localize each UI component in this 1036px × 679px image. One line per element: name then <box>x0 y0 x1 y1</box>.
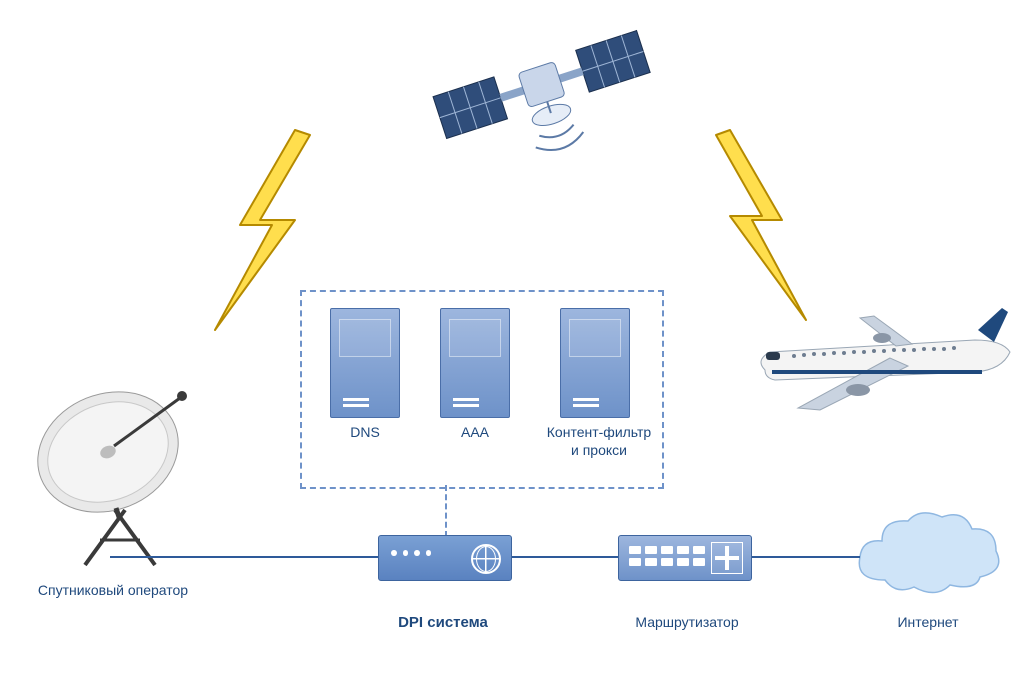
dish-icon <box>30 380 210 570</box>
link-router-to-cloud <box>750 556 860 558</box>
airplane-icon <box>750 300 1020 420</box>
satellite-icon <box>430 10 660 180</box>
label-router: Маршрутизатор <box>612 614 762 632</box>
server-aaa <box>440 308 510 418</box>
label-satellite-operator: Спутниковый оператор <box>18 582 208 600</box>
bolt-right-icon <box>700 130 820 320</box>
label-dpi-system: DPI система <box>368 614 518 633</box>
cloud-icon <box>850 505 1005 600</box>
label-aaa: AAA <box>432 424 518 442</box>
link-dish-to-dpi <box>110 556 378 558</box>
label-internet: Интернет <box>858 614 998 632</box>
label-dns: DNS <box>322 424 408 442</box>
dpi-device <box>378 535 512 581</box>
link-dpi-to-router <box>510 556 618 558</box>
router-device <box>618 535 752 581</box>
label-content-filter: Контент-фильтр и прокси <box>540 424 658 459</box>
server-dns <box>330 308 400 418</box>
link-servers-to-dpi <box>445 485 447 537</box>
server-content-filter <box>560 308 630 418</box>
